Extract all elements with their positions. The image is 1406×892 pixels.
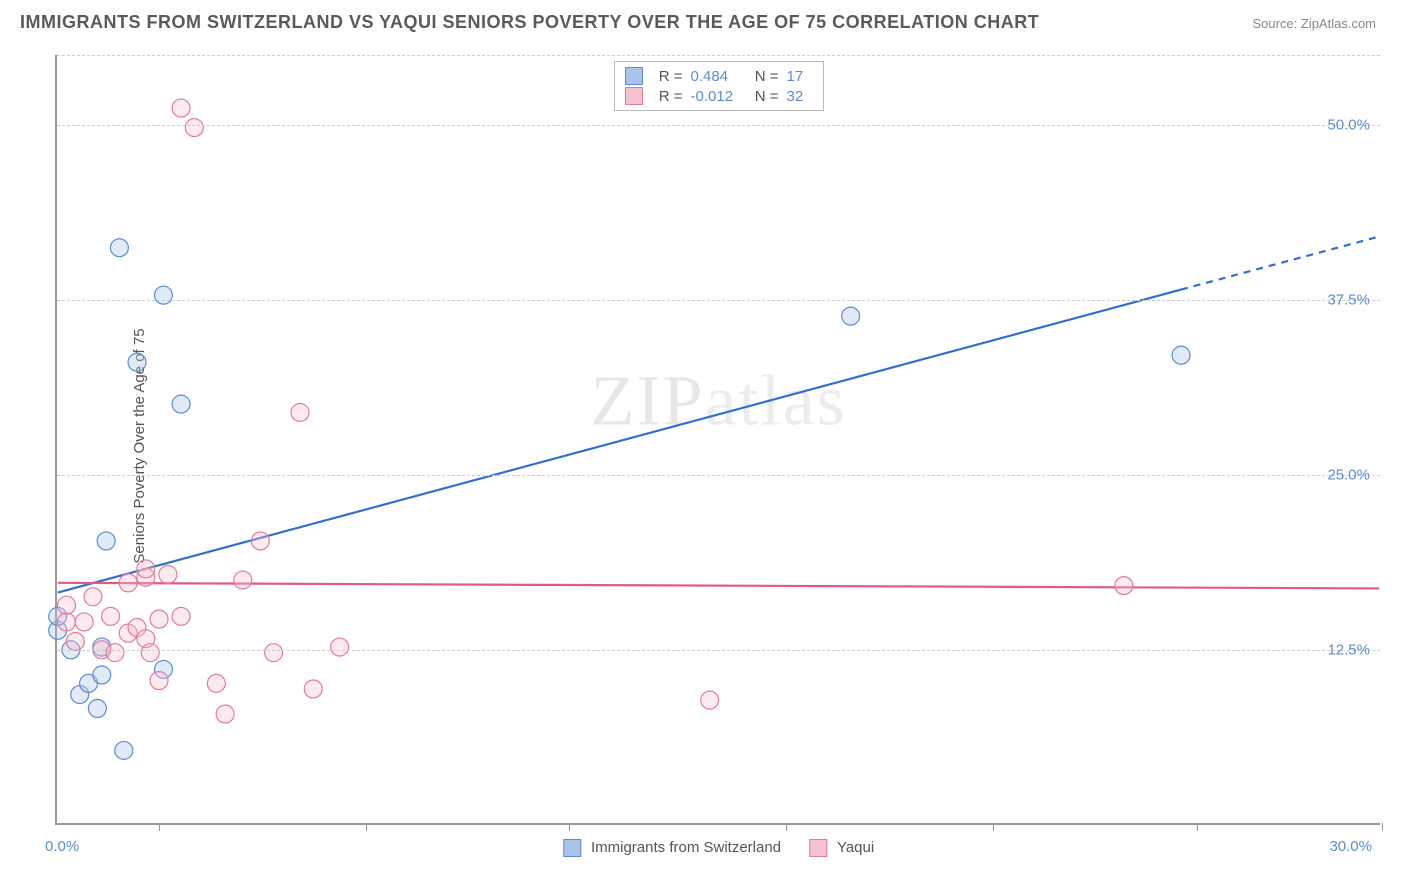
x-tick: [993, 823, 994, 831]
r-label: R =: [657, 68, 683, 85]
legend-swatch-icon: [809, 839, 827, 857]
y-tick-label: 37.5%: [1327, 292, 1370, 309]
n-label: N =: [753, 68, 779, 85]
scatter-svg: [57, 55, 1380, 823]
series-swatch-icon: [625, 67, 643, 85]
correlation-row: R = -0.012 N = 32: [625, 86, 813, 106]
y-tick-label: 25.0%: [1327, 467, 1370, 484]
gridline: [57, 300, 1380, 301]
x-tick: [366, 823, 367, 831]
x-axis-max-label: 30.0%: [1329, 838, 1372, 855]
gridline: [57, 650, 1380, 651]
correlation-row: R = 0.484 N = 17: [625, 66, 813, 86]
x-tick: [1197, 823, 1198, 831]
series-legend: Immigrants from Switzerland Yaqui: [563, 839, 874, 857]
x-tick: [569, 823, 570, 831]
r-value: 0.484: [691, 68, 745, 85]
source-attribution: Source: ZipAtlas.com: [1252, 16, 1376, 31]
correlation-legend: R = 0.484 N = 17 R = -0.012 N = 32: [614, 61, 824, 111]
legend-item: Immigrants from Switzerland: [563, 839, 781, 857]
plot-area: ZIPatlas R = 0.484 N = 17 R = -0.012 N =…: [55, 55, 1380, 825]
n-value: 32: [787, 88, 813, 105]
n-value: 17: [787, 68, 813, 85]
legend-label: Yaqui: [837, 839, 874, 856]
gridline: [57, 125, 1380, 126]
series-swatch-icon: [625, 87, 643, 105]
y-tick-label: 50.0%: [1327, 117, 1370, 134]
legend-item: Yaqui: [809, 839, 874, 857]
n-label: N =: [753, 88, 779, 105]
gridline: [57, 55, 1380, 56]
x-tick: [786, 823, 787, 831]
chart-title: IMMIGRANTS FROM SWITZERLAND VS YAQUI SEN…: [20, 12, 1039, 33]
y-tick-label: 12.5%: [1327, 642, 1370, 659]
gridline: [57, 475, 1380, 476]
legend-swatch-icon: [563, 839, 581, 857]
r-label: R =: [657, 88, 683, 105]
x-tick: [1382, 823, 1383, 831]
r-value: -0.012: [691, 88, 745, 105]
x-tick: [159, 823, 160, 831]
x-axis-min-label: 0.0%: [45, 838, 79, 855]
legend-label: Immigrants from Switzerland: [591, 839, 781, 856]
